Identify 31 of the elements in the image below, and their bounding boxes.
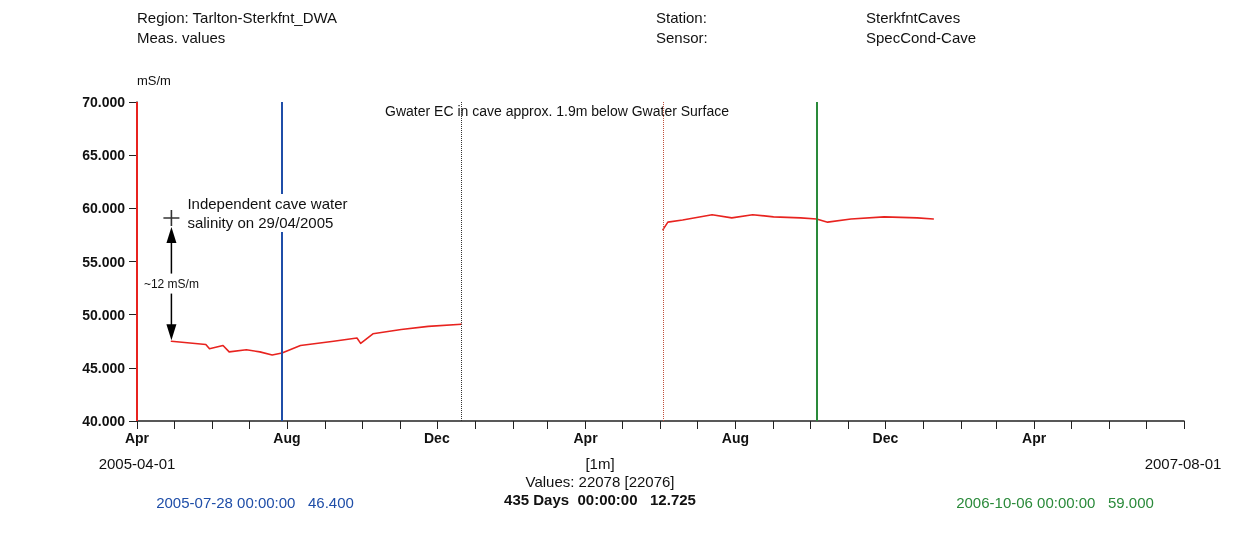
annotation: ~12 mS/m: [143, 276, 199, 291]
text: 2005-07-28 00:00:00 46.400: [156, 494, 354, 511]
x-tick-label: Apr: [573, 430, 599, 446]
x-tick-label: Dec: [424, 430, 450, 446]
text: SpecCond-Cave: [866, 29, 977, 46]
y-axis-title: mS/m: [137, 73, 171, 88]
text: SterkfntCaves: [866, 9, 961, 26]
text: Values: 22078 [22076]: [525, 473, 675, 490]
text: 2005-04-01: [98, 455, 176, 472]
y-tick-label: 40.000: [82, 413, 126, 429]
text: 435 Days 00:00:00 12.725: [504, 491, 696, 508]
line-series: [662, 213, 935, 231]
text: Sensor:: [656, 29, 708, 46]
chart-subtitle: Meas. values: [137, 29, 226, 46]
y-tick-label: 65.000: [82, 147, 126, 164]
x-tick-label: Aug: [721, 430, 750, 446]
y-tick-label: 45.000: [82, 359, 126, 376]
text: [1m]: [585, 455, 615, 472]
y-tick-label: 70.000: [82, 94, 126, 110]
y-tick-label: 50.000: [82, 306, 126, 323]
x-tick-label: Dec: [872, 430, 899, 446]
x-tick-label: Aug: [273, 430, 301, 446]
y-tick-label: 60.000: [82, 200, 126, 217]
x-tick-label: Apr: [124, 430, 150, 446]
annotation: Independent cave water salinity on 29/04/2005: [187, 194, 352, 231]
text: 2006-10-06 00:00:00 59.000: [956, 494, 1154, 511]
text: Station:: [656, 9, 707, 26]
y-tick-label: 55.000: [82, 253, 126, 270]
chart-title: Region: Tarlton-Sterkfnt_DWA: [137, 9, 338, 26]
x-tick-label: Apr: [1022, 430, 1047, 446]
text: 2007-08-01: [1144, 455, 1222, 472]
